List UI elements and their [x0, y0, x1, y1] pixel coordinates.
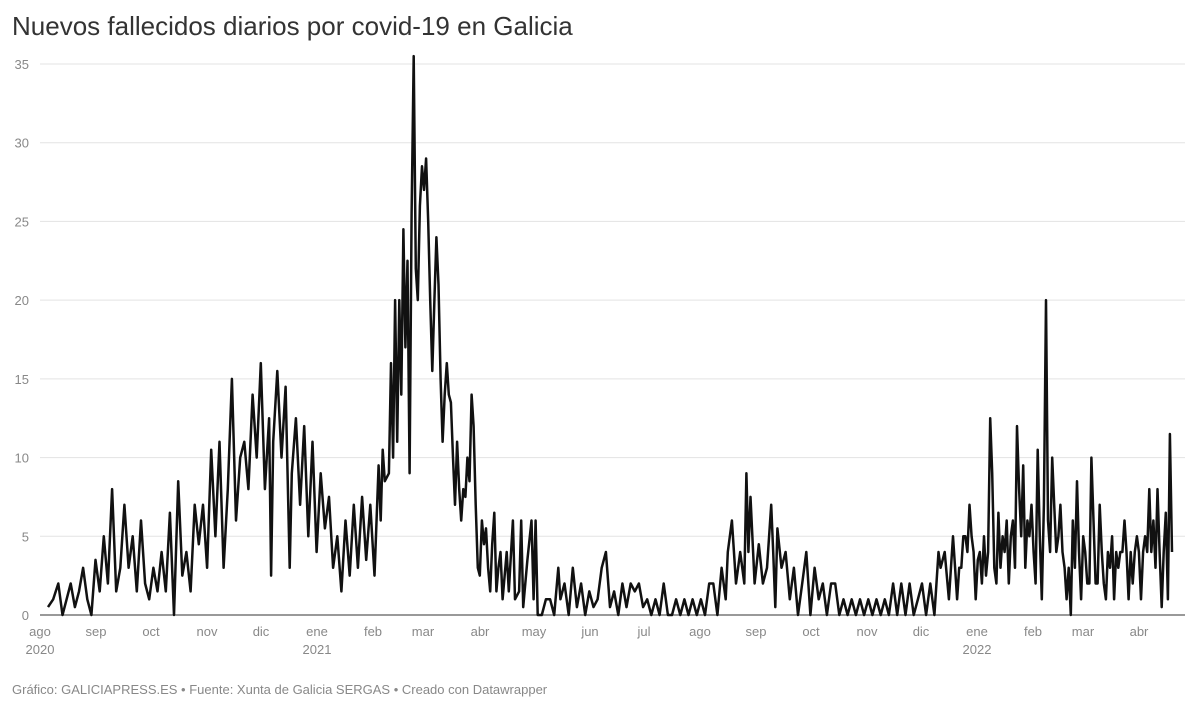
x-tick-label: ene: [966, 624, 988, 639]
x-tick-label: ene: [306, 624, 328, 639]
y-tick-label: 5: [22, 529, 29, 544]
x-tick-label: oct: [802, 624, 820, 639]
x-tick-label: feb: [364, 624, 382, 639]
y-tick-label: 15: [15, 372, 29, 387]
x-tick-label: sep: [746, 624, 767, 639]
x-tick-label: mar: [412, 624, 435, 639]
x-tick-year-label: 2021: [303, 642, 332, 657]
x-tick-label: ago: [29, 624, 51, 639]
x-tick-label: mar: [1072, 624, 1095, 639]
x-tick-label: dic: [913, 624, 930, 639]
x-tick-label: may: [522, 624, 547, 639]
y-tick-label: 35: [15, 57, 29, 72]
x-tick-label: oct: [142, 624, 160, 639]
series-line-layer: [46, 54, 1174, 617]
y-axis-labels: 0 5 10 15 20 25 30 35: [15, 57, 29, 623]
x-tick-label: nov: [857, 624, 878, 639]
y-tick-label: 20: [15, 293, 29, 308]
x-tick-year-label: 2022: [963, 642, 992, 657]
y-tick-label: 25: [15, 214, 29, 229]
x-tick-year-label: 2020: [26, 642, 55, 657]
x-tick-label: abr: [1130, 624, 1149, 639]
x-tick-label: jun: [580, 624, 598, 639]
chart-footer: Gráfico: GALICIAPRESS.ES • Fuente: Xunta…: [12, 682, 548, 697]
x-tick-label: feb: [1024, 624, 1042, 639]
x-tick-label: ago: [689, 624, 711, 639]
chart-title: Nuevos fallecidos diarios por covid-19 e…: [12, 11, 573, 41]
x-tick-label: jul: [636, 624, 650, 639]
y-tick-label: 0: [22, 608, 29, 623]
x-tick-label: sep: [86, 624, 107, 639]
series-line: [46, 54, 1174, 617]
y-tick-label: 30: [15, 136, 29, 151]
x-axis-labels: ago 2020 sep oct nov dic ene 2021 feb mar abr may ju…: [26, 624, 1150, 657]
x-tick-label: dic: [253, 624, 270, 639]
y-tick-label: 10: [15, 451, 29, 466]
x-tick-label: abr: [471, 624, 490, 639]
x-tick-label: nov: [197, 624, 218, 639]
